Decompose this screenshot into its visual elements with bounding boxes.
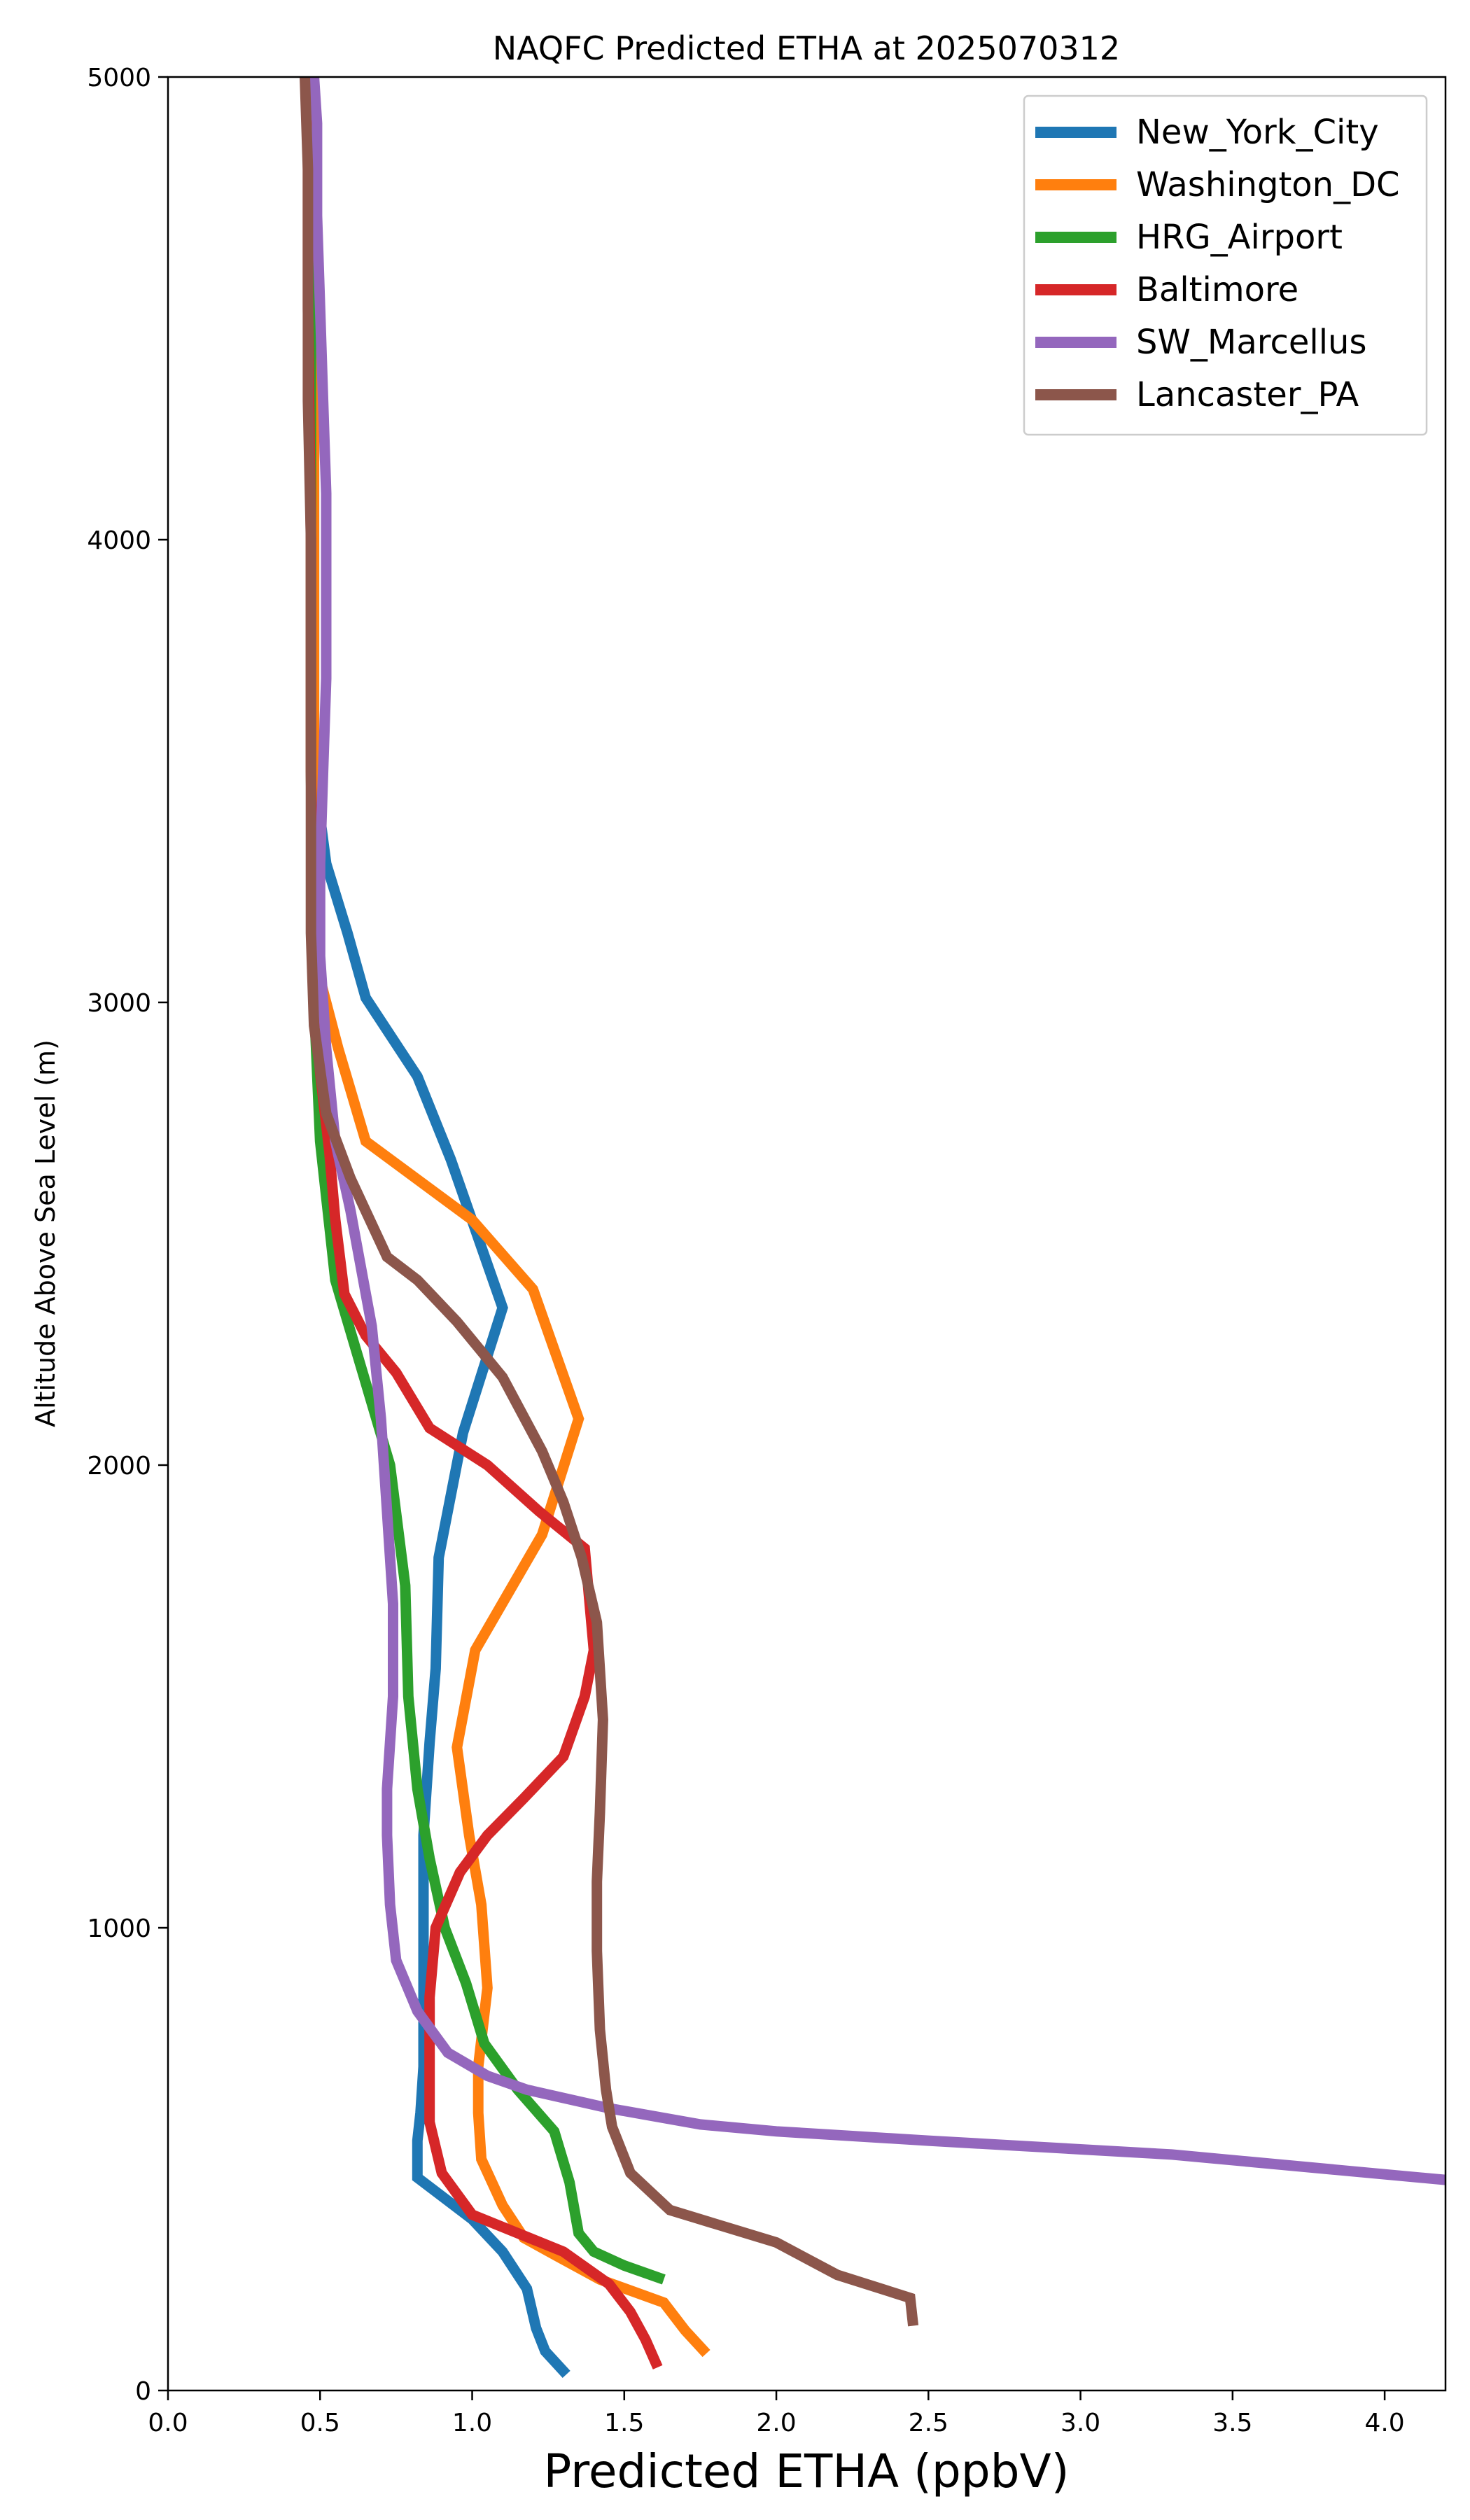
legend: New_York_City Washington_DC HRG_Airport Bal… [1023, 94, 1428, 436]
x-tick-label: 2.0 [756, 2409, 796, 2437]
chart-title: NAQFC Predicted ETHA at 2025070312 [493, 29, 1120, 67]
legend-label: Washington_DC [1136, 165, 1400, 204]
series-line-sw-marcellus [309, 77, 1446, 2185]
x-axis-ticks: 0.0 0.5 1.0 1.5 2.0 2.5 3.0 3.5 4.0 [148, 2390, 1405, 2437]
y-tick-label: 2000 [87, 1452, 151, 1480]
y-tick-label: 1000 [87, 1914, 151, 1943]
series-lines [300, 77, 1446, 2378]
plot-frame [167, 76, 1447, 2392]
x-tick-label: 4.0 [1364, 2409, 1404, 2437]
x-tick-label: 0.5 [300, 2409, 340, 2437]
legend-label: Lancaster_PA [1136, 375, 1359, 414]
legend-box [1023, 94, 1428, 436]
legend-label: Baltimore [1136, 270, 1298, 309]
x-tick-label: 3.5 [1212, 2409, 1252, 2437]
x-tick-label: 2.5 [909, 2409, 948, 2437]
x-tick-label: 1.5 [604, 2409, 644, 2437]
x-tick-label: 1.0 [452, 2409, 492, 2437]
legend-label: HRG_Airport [1136, 218, 1343, 257]
series-line-lancaster-pa [300, 77, 919, 2327]
y-tick-label: 0 [135, 2377, 151, 2406]
legend-label: SW_Marcellus [1136, 323, 1366, 362]
x-tick-label: 0.0 [148, 2409, 188, 2437]
legend-label: New_York_City [1136, 113, 1379, 152]
y-tick-label: 4000 [87, 526, 151, 555]
x-tick-label: 3.0 [1060, 2409, 1100, 2437]
y-tick-label: 3000 [87, 989, 151, 1018]
y-axis-ticks: 0 1000 2000 3000 4000 5000 [87, 64, 168, 2406]
y-axis-label: Altitude Above Sea Level (m) [30, 1040, 61, 1427]
y-tick-label: 5000 [87, 64, 151, 92]
x-axis-label: Predicted ETHA (ppbV) [544, 2444, 1070, 2498]
